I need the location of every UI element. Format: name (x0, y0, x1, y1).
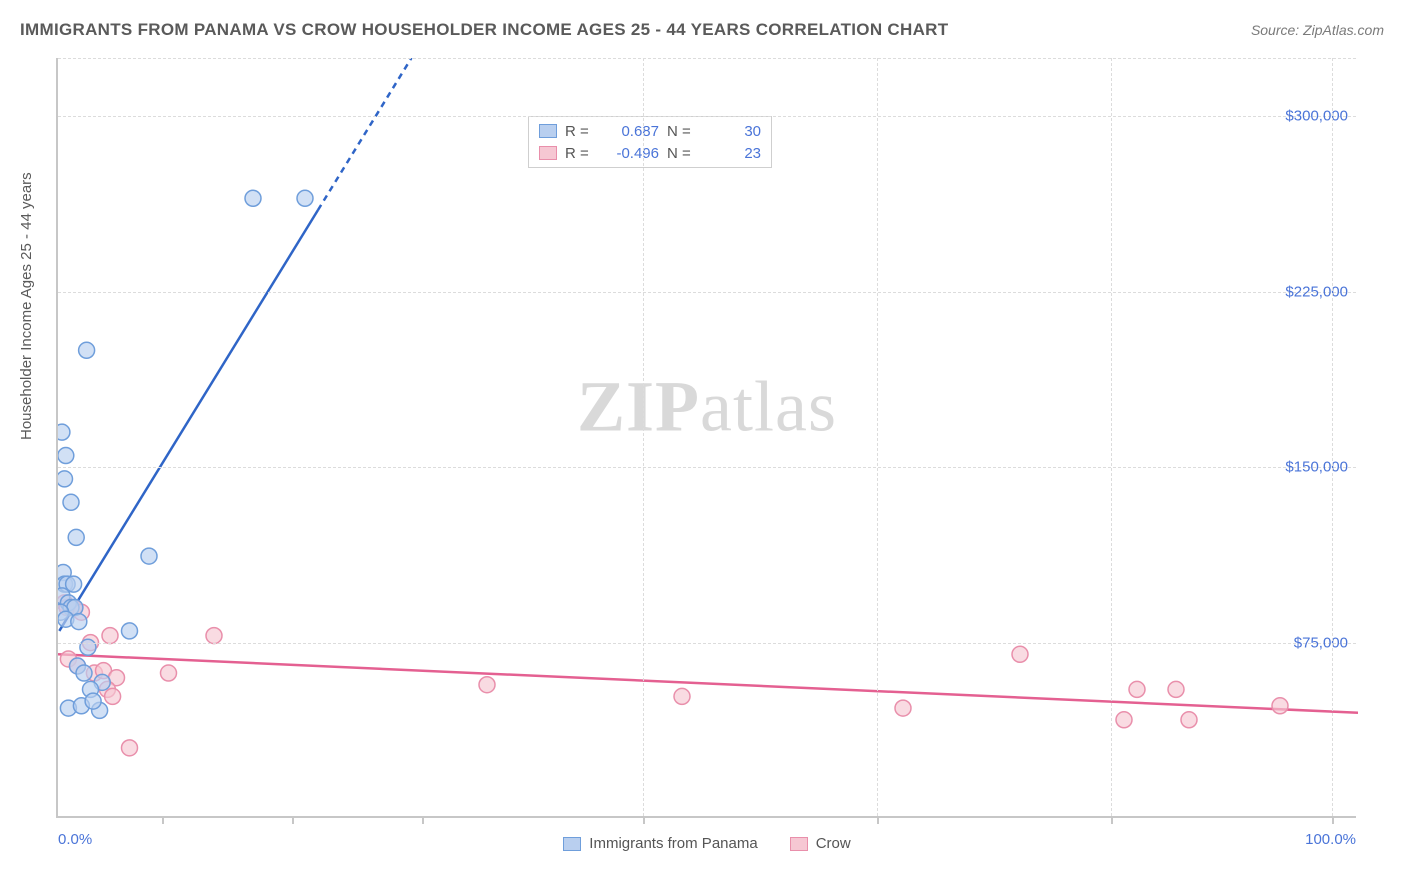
source-label: Source: ZipAtlas.com (1251, 22, 1384, 38)
regression-line (58, 654, 1358, 712)
gridline-h (58, 116, 1356, 117)
gridline-h (58, 58, 1356, 59)
point-panama (68, 529, 84, 545)
point-crow (105, 688, 121, 704)
r-value-crow: -0.496 (603, 145, 659, 162)
point-panama (63, 494, 79, 510)
point-crow (1181, 712, 1197, 728)
legend-label-panama: Immigrants from Panama (589, 835, 757, 852)
regression-line (59, 210, 318, 631)
point-crow (674, 688, 690, 704)
gridline-h (58, 643, 1356, 644)
point-panama (58, 448, 74, 464)
n-value-panama: 30 (705, 123, 761, 140)
chart-title: IMMIGRANTS FROM PANAMA VS CROW HOUSEHOLD… (20, 20, 948, 40)
r-label: R = (565, 145, 595, 162)
x-tick (292, 816, 294, 824)
legend-bottom: Immigrants from Panama Crow (58, 835, 1356, 852)
point-panama (76, 665, 92, 681)
point-panama (297, 190, 313, 206)
legend-item-panama: Immigrants from Panama (563, 835, 757, 852)
chart-svg (58, 58, 1358, 818)
point-panama (122, 623, 138, 639)
x-tick (162, 816, 164, 824)
point-panama (141, 548, 157, 564)
swatch-panama (563, 837, 581, 851)
x-tick (877, 816, 879, 824)
x-tick (1111, 816, 1113, 824)
x-tick-label: 100.0% (1305, 831, 1356, 848)
y-tick-label: $150,000 (1285, 459, 1360, 476)
point-crow (1012, 646, 1028, 662)
gridline-v (1332, 58, 1333, 816)
gridline-v (643, 58, 644, 816)
point-panama (85, 693, 101, 709)
regression-line (318, 58, 411, 210)
swatch-crow (539, 146, 557, 160)
point-crow (1129, 681, 1145, 697)
r-value-panama: 0.687 (603, 123, 659, 140)
point-panama (58, 471, 73, 487)
gridline-h (58, 467, 1356, 468)
legend-item-crow: Crow (790, 835, 851, 852)
point-crow (122, 740, 138, 756)
x-tick (643, 816, 645, 824)
swatch-panama (539, 124, 557, 138)
point-crow (1116, 712, 1132, 728)
n-label: N = (667, 123, 697, 140)
point-crow (161, 665, 177, 681)
point-panama (71, 614, 87, 630)
point-panama (79, 342, 95, 358)
legend-stats: R = 0.687 N = 30 R = -0.496 N = 23 (528, 116, 772, 168)
x-tick (422, 816, 424, 824)
legend-stats-row-panama: R = 0.687 N = 30 (539, 120, 761, 142)
x-tick (1332, 816, 1334, 824)
y-axis-title: Householder Income Ages 25 - 44 years (18, 172, 35, 440)
plot-area: ZIPatlas R = 0.687 N = 30 R = -0.496 N =… (56, 58, 1356, 818)
legend-stats-row-crow: R = -0.496 N = 23 (539, 142, 761, 164)
point-crow (1168, 681, 1184, 697)
x-tick-label: 0.0% (58, 831, 92, 848)
legend-label-crow: Crow (816, 835, 851, 852)
point-crow (102, 628, 118, 644)
point-crow (479, 677, 495, 693)
y-tick-label: $75,000 (1294, 634, 1360, 651)
r-label: R = (565, 123, 595, 140)
y-tick-label: $225,000 (1285, 283, 1360, 300)
n-value-crow: 23 (705, 145, 761, 162)
point-crow (1272, 698, 1288, 714)
point-panama (58, 424, 70, 440)
point-crow (895, 700, 911, 716)
gridline-h (58, 292, 1356, 293)
gridline-v (877, 58, 878, 816)
gridline-v (1111, 58, 1112, 816)
point-panama (245, 190, 261, 206)
y-tick-label: $300,000 (1285, 108, 1360, 125)
n-label: N = (667, 145, 697, 162)
point-crow (206, 628, 222, 644)
swatch-crow (790, 837, 808, 851)
